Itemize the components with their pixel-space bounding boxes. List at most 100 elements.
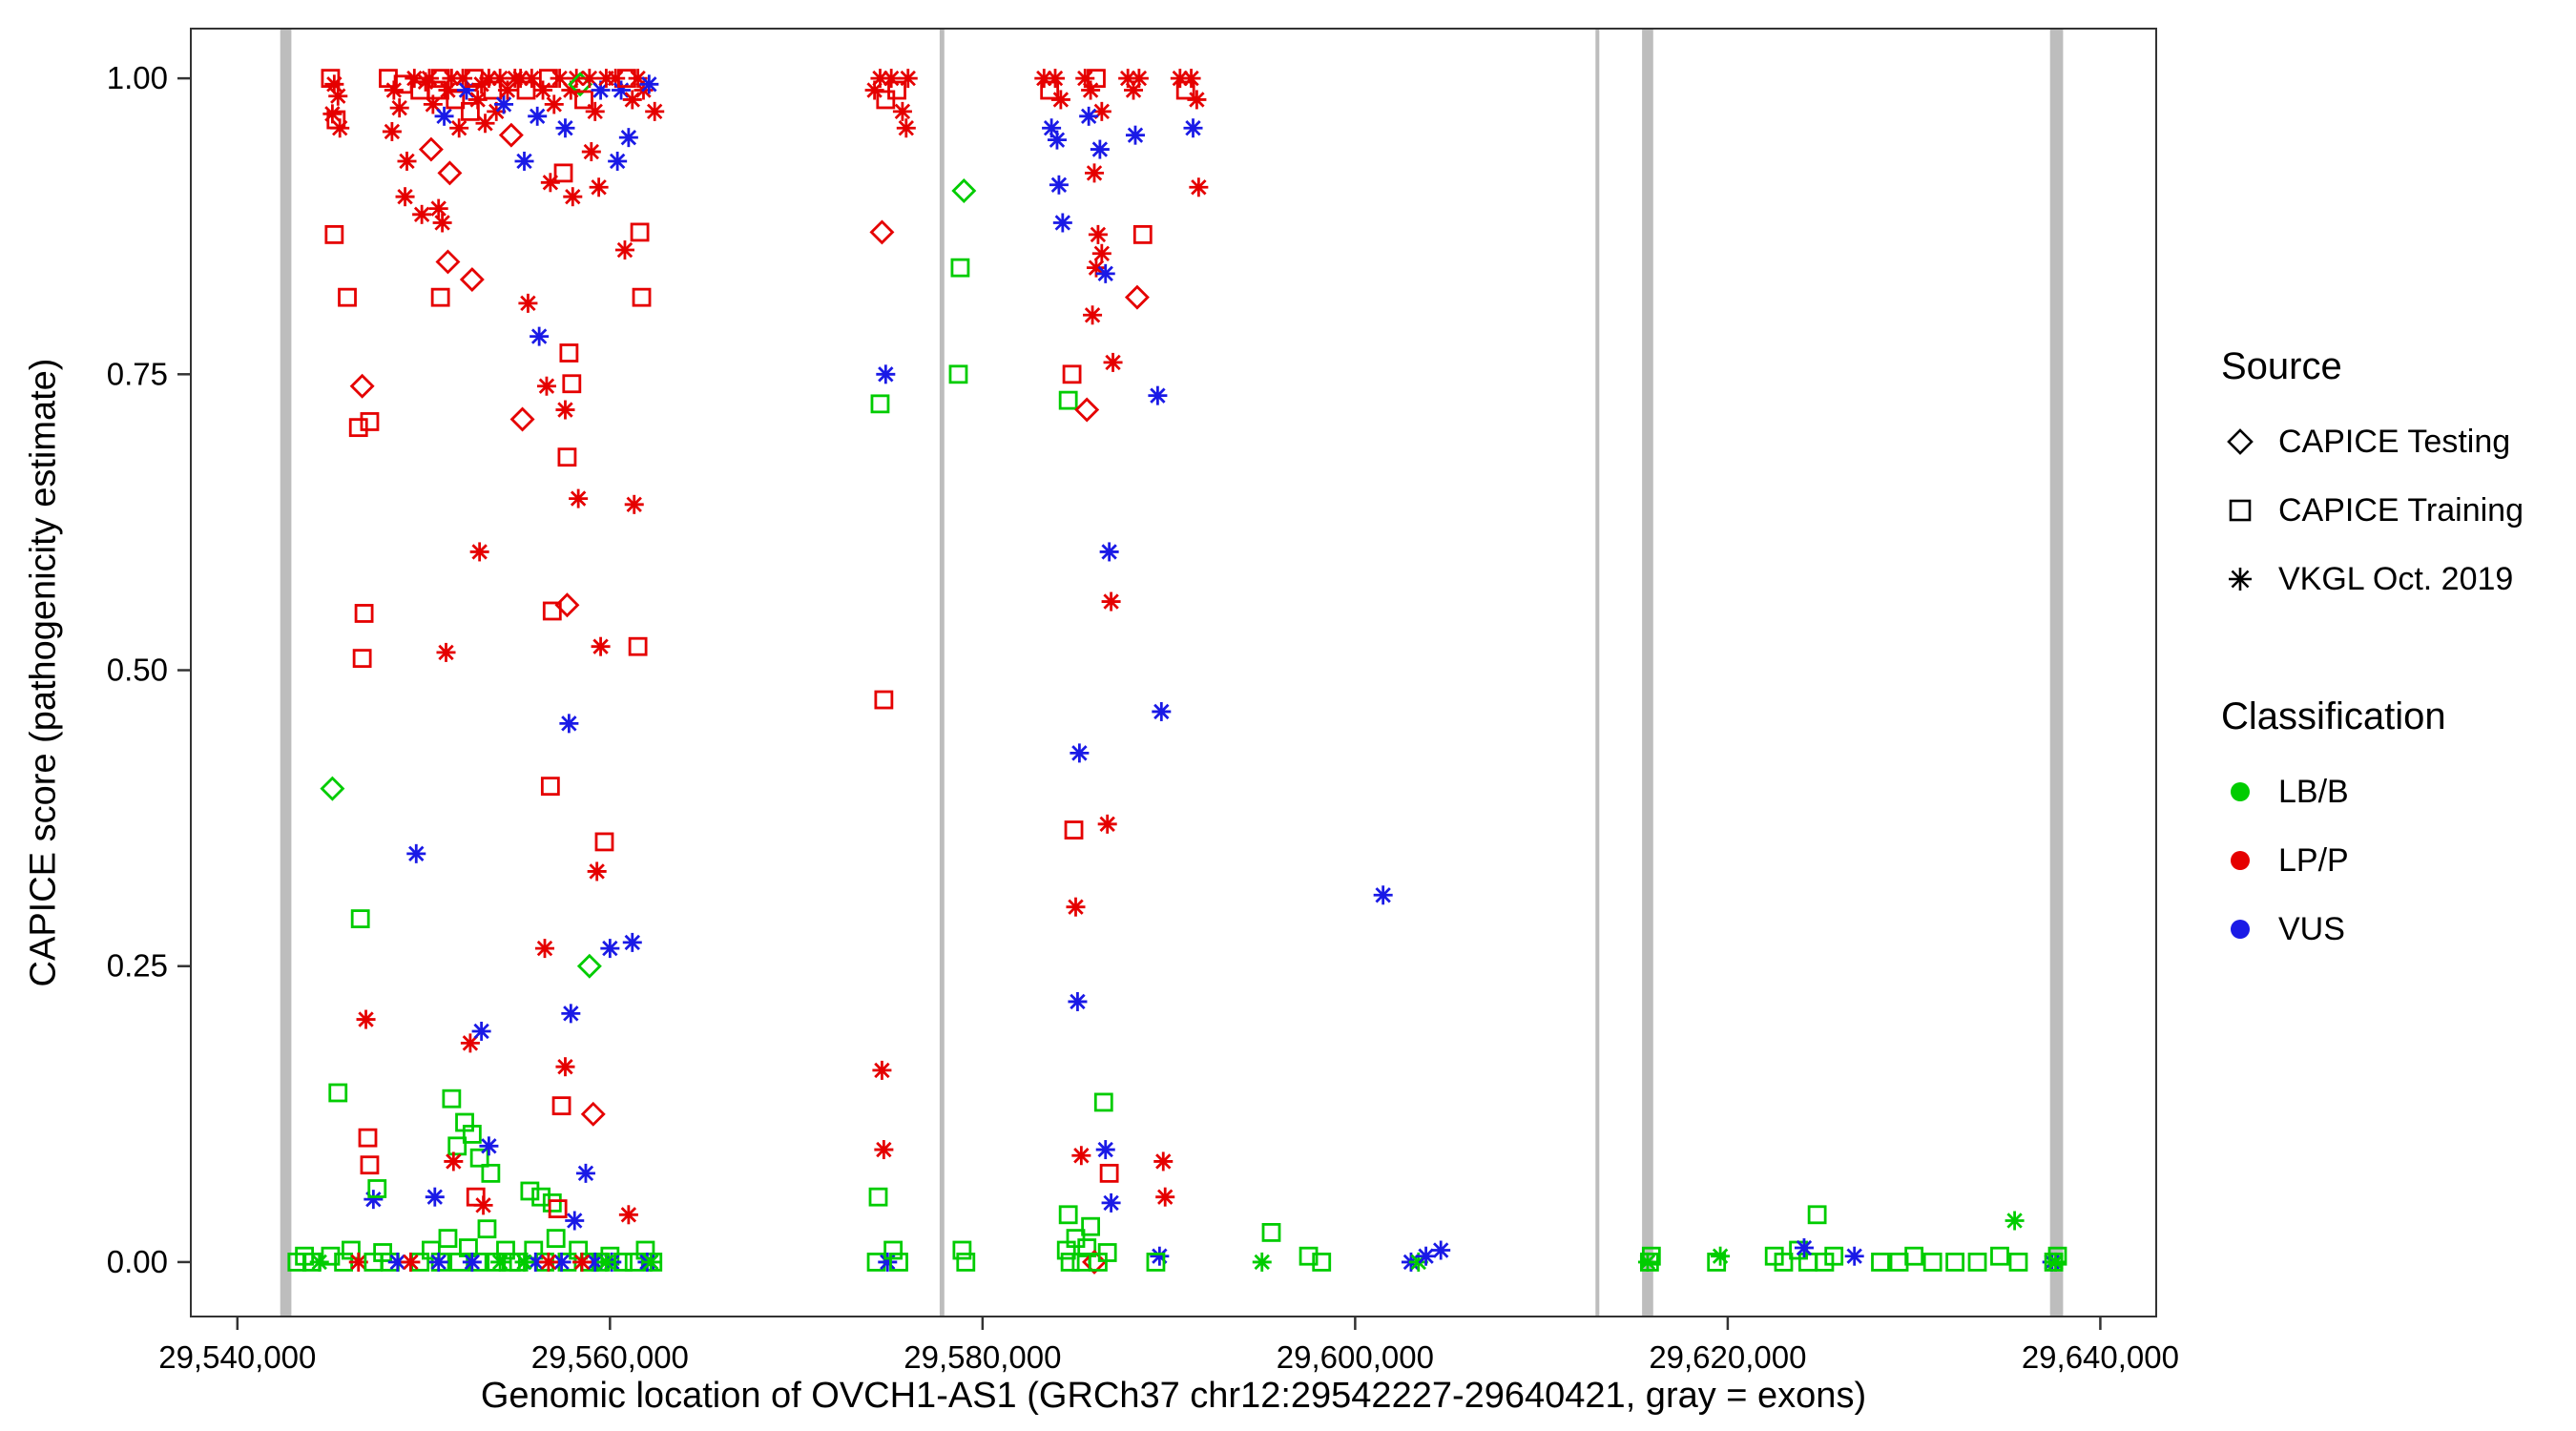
data-point xyxy=(395,187,415,207)
data-point xyxy=(550,69,570,89)
data-point xyxy=(587,861,607,881)
data-point xyxy=(324,225,344,244)
data-point xyxy=(572,1252,592,1272)
data-point xyxy=(401,1252,421,1272)
data-point xyxy=(1103,352,1123,372)
blue-dot-icon xyxy=(2231,920,2250,939)
data-point xyxy=(1087,69,1106,89)
data-point xyxy=(569,1240,589,1260)
y-tick-label: 0.25 xyxy=(107,948,168,984)
legend-item-label: VKGL Oct. 2019 xyxy=(2278,560,2514,597)
data-point xyxy=(1097,1243,1117,1262)
data-point xyxy=(1871,1253,1890,1272)
data-point xyxy=(951,178,977,203)
data-point xyxy=(534,939,554,959)
data-point xyxy=(1091,101,1111,121)
data-point xyxy=(1146,1253,1166,1272)
data-point xyxy=(1261,1223,1281,1242)
legend-item-label: LB/B xyxy=(2278,773,2349,810)
data-point xyxy=(553,163,573,183)
data-point xyxy=(1085,163,1105,183)
data-point xyxy=(328,1083,348,1103)
data-point xyxy=(531,1187,551,1207)
x-tick-label: 29,580,000 xyxy=(904,1339,1061,1375)
data-point xyxy=(628,636,648,656)
x-tick-label: 29,540,000 xyxy=(158,1339,316,1375)
data-point xyxy=(1152,701,1172,721)
data-point xyxy=(1101,591,1121,612)
square-icon xyxy=(2229,499,2252,522)
data-point xyxy=(446,90,466,110)
data-point xyxy=(585,101,605,121)
data-point xyxy=(1181,69,1201,89)
data-point xyxy=(442,1089,462,1109)
data-point xyxy=(1083,305,1103,325)
data-point xyxy=(1070,743,1090,763)
data-point xyxy=(1844,1246,1864,1266)
data-point xyxy=(2005,1211,2025,1231)
data-point xyxy=(356,1009,376,1029)
legend-item-label: VUS xyxy=(2278,910,2345,947)
data-point xyxy=(2008,1253,2028,1272)
exon-bar xyxy=(1595,29,1600,1317)
legend-item-label: LP/P xyxy=(2278,841,2349,879)
panel-border xyxy=(190,28,2157,1317)
legend-item-label: CAPICE Training xyxy=(2278,491,2524,529)
data-point xyxy=(882,69,902,89)
data-point xyxy=(1298,1246,1319,1266)
data-point xyxy=(1091,243,1111,263)
data-point xyxy=(490,1252,510,1272)
data-point xyxy=(870,69,890,89)
data-point xyxy=(481,1163,501,1183)
data-point xyxy=(494,94,514,114)
y-tick-label: 0.75 xyxy=(107,356,168,391)
data-point xyxy=(600,939,620,959)
data-point xyxy=(536,376,556,396)
data-point xyxy=(1062,364,1082,384)
data-point xyxy=(397,151,417,171)
data-point xyxy=(608,151,628,171)
data-point xyxy=(467,90,488,110)
data-point xyxy=(444,1151,464,1172)
legend-item-lpp: LP/P xyxy=(2221,826,2524,895)
data-point xyxy=(1373,885,1393,905)
legend-item-vkgl: VKGL Oct. 2019 xyxy=(2221,545,2524,613)
data-point xyxy=(542,1192,562,1213)
data-point xyxy=(618,1205,638,1225)
data-point xyxy=(1129,69,1149,89)
data-point xyxy=(645,101,665,121)
data-point xyxy=(892,101,912,121)
data-point xyxy=(435,249,461,275)
data-point xyxy=(1081,1216,1101,1236)
data-point xyxy=(1064,820,1084,840)
data-point xyxy=(1431,1240,1451,1260)
data-point xyxy=(2044,1253,2064,1272)
data-point xyxy=(352,649,372,669)
diamond-icon xyxy=(2227,428,2254,455)
data-point xyxy=(1058,1205,1078,1225)
data-point xyxy=(367,1179,387,1198)
data-point xyxy=(557,447,577,467)
data-point xyxy=(518,293,538,313)
data-point xyxy=(575,1163,595,1183)
data-point xyxy=(1312,1253,1332,1272)
data-point xyxy=(1068,991,1088,1011)
legend-item-capice-training: CAPICE Training xyxy=(2221,476,2524,545)
data-point xyxy=(471,1021,491,1041)
data-point xyxy=(1082,1249,1107,1275)
data-point xyxy=(1049,175,1069,195)
data-point xyxy=(1990,1246,2009,1266)
data-point xyxy=(887,80,906,100)
data-point xyxy=(596,1252,616,1272)
asterisk-icon xyxy=(2229,568,2252,591)
data-point xyxy=(497,80,517,100)
data-point xyxy=(434,106,454,126)
data-point xyxy=(1046,69,1066,89)
data-point xyxy=(576,953,602,979)
data-point xyxy=(622,932,642,952)
data-point xyxy=(382,121,402,141)
data-point xyxy=(479,1136,499,1156)
data-point xyxy=(432,213,452,233)
exon-bar xyxy=(939,29,945,1317)
data-point xyxy=(591,636,611,656)
